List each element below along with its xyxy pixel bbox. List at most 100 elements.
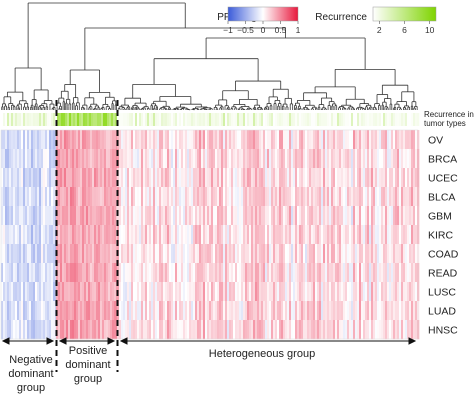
heatmap-cell (171, 301, 174, 321)
heatmap-cell (357, 149, 360, 169)
heatmap-cell (267, 320, 270, 340)
recurrence-legend: Recurrence 2 6 10 (315, 6, 437, 35)
heatmap-cell (365, 244, 368, 264)
heatmap-cell (331, 263, 334, 283)
recurrence-cell (231, 113, 234, 126)
heatmap-cell (125, 244, 128, 264)
heatmap-cell (66, 244, 69, 264)
heatmap-cell (347, 282, 350, 302)
heatmap-cell (199, 187, 202, 207)
heatmap-cell (255, 282, 258, 302)
recurrence-cell (249, 113, 252, 126)
recurrence-cell (245, 113, 248, 126)
heatmap-cell (171, 320, 174, 340)
heatmap-cell (199, 320, 202, 340)
heatmap-cell (47, 206, 50, 226)
heatmap-cell (367, 301, 370, 321)
heatmap-cell (147, 206, 150, 226)
heatmap-cell (86, 130, 89, 150)
heatmap-cell (249, 320, 252, 340)
heatmap-cell (253, 282, 256, 302)
heatmap-cell (359, 168, 362, 188)
heatmap-cell (341, 301, 344, 321)
heatmap-cell (347, 320, 350, 340)
heatmap-cell (60, 187, 63, 207)
heatmap-cell (183, 282, 186, 302)
heatmap-cell (353, 282, 356, 302)
heatmap-cell (225, 301, 228, 321)
heatmap-cell (351, 168, 354, 188)
heatmap-cell (153, 301, 156, 321)
heatmap-cell (413, 168, 416, 188)
heatmap-cell (147, 320, 150, 340)
heatmap-cell (209, 206, 212, 226)
heatmap-cell (251, 244, 254, 264)
heatmap-cell (283, 206, 286, 226)
heatmap-cell (405, 244, 408, 264)
heatmap-cell (15, 320, 18, 340)
heatmap-cell (273, 187, 276, 207)
heatmap-cell (179, 301, 182, 321)
heatmap-cell (267, 168, 270, 188)
heatmap-cell (353, 130, 356, 150)
heatmap-cell (369, 130, 372, 150)
heatmap-cell (405, 282, 408, 302)
heatmap-cell (395, 187, 398, 207)
heatmap-cell (359, 282, 362, 302)
heatmap-cell (183, 206, 186, 226)
heatmap-cell (33, 149, 36, 169)
heatmap-cell (335, 301, 338, 321)
heatmap-cell (114, 244, 117, 264)
heatmap-cell (311, 149, 314, 169)
heatmap-cell (151, 282, 154, 302)
heatmap-cell (92, 244, 95, 264)
heatmap-cell (169, 301, 172, 321)
heatmap-cell (131, 149, 134, 169)
recurrence-cell (63, 113, 66, 126)
heatmap-cell (315, 149, 318, 169)
heatmap-cell (367, 263, 370, 283)
heatmap-cell (257, 244, 260, 264)
heatmap-cell (76, 168, 79, 188)
heatmap-cell (197, 301, 200, 321)
heatmap-cell (110, 187, 113, 207)
heatmap-cell (271, 320, 274, 340)
heatmap-cell (249, 244, 252, 264)
heatmap-cell (285, 282, 288, 302)
heatmap-cell (255, 168, 258, 188)
heatmap-cell (131, 301, 134, 321)
heatmap-cell (141, 282, 144, 302)
heatmap-cell (389, 320, 392, 340)
heatmap-cell (247, 130, 250, 150)
recurrence-cell (53, 113, 56, 126)
heatmap-cell (301, 168, 304, 188)
heatmap-cell (35, 301, 38, 321)
heatmap-cell (23, 320, 26, 340)
heatmap-cell (325, 263, 328, 283)
heatmap-cell (323, 225, 326, 245)
heatmap-cell (25, 301, 28, 321)
heatmap-cell (72, 320, 75, 340)
heatmap-cell (108, 244, 111, 264)
heatmap-cell (245, 263, 248, 283)
heatmap-cell (257, 206, 260, 226)
heatmap-cell (72, 187, 75, 207)
heatmap-cell (279, 187, 282, 207)
heatmap-cell (114, 320, 117, 340)
heatmap-cell (317, 168, 320, 188)
heatmap-cell (64, 168, 67, 188)
heatmap-cell (29, 130, 32, 150)
heatmap-cell (341, 263, 344, 283)
recurrence-cell (127, 113, 130, 126)
heatmap-cell (112, 320, 115, 340)
heatmap-cell (319, 320, 322, 340)
heatmap-cell (60, 130, 63, 150)
heatmap-cell (213, 187, 216, 207)
heatmap-cell (112, 149, 115, 169)
heatmap-cell (203, 149, 206, 169)
heatmap-cell (303, 187, 306, 207)
heatmap-cell (189, 168, 192, 188)
heatmap-cell (161, 149, 164, 169)
heatmap-cell (19, 206, 22, 226)
heatmap-cell (175, 149, 178, 169)
